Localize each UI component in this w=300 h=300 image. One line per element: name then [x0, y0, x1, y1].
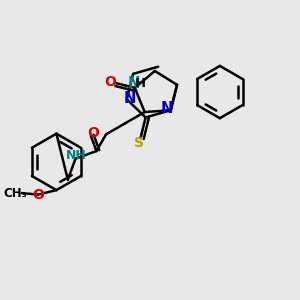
Text: O: O: [32, 188, 44, 202]
Text: NH: NH: [65, 148, 86, 162]
Text: O: O: [87, 126, 99, 140]
Text: H: H: [135, 77, 146, 90]
Text: O: O: [104, 75, 116, 89]
Text: CH₃: CH₃: [4, 187, 28, 200]
Text: N: N: [161, 101, 173, 116]
Text: N: N: [124, 91, 136, 106]
Text: N: N: [127, 76, 140, 91]
Text: S: S: [134, 136, 144, 150]
